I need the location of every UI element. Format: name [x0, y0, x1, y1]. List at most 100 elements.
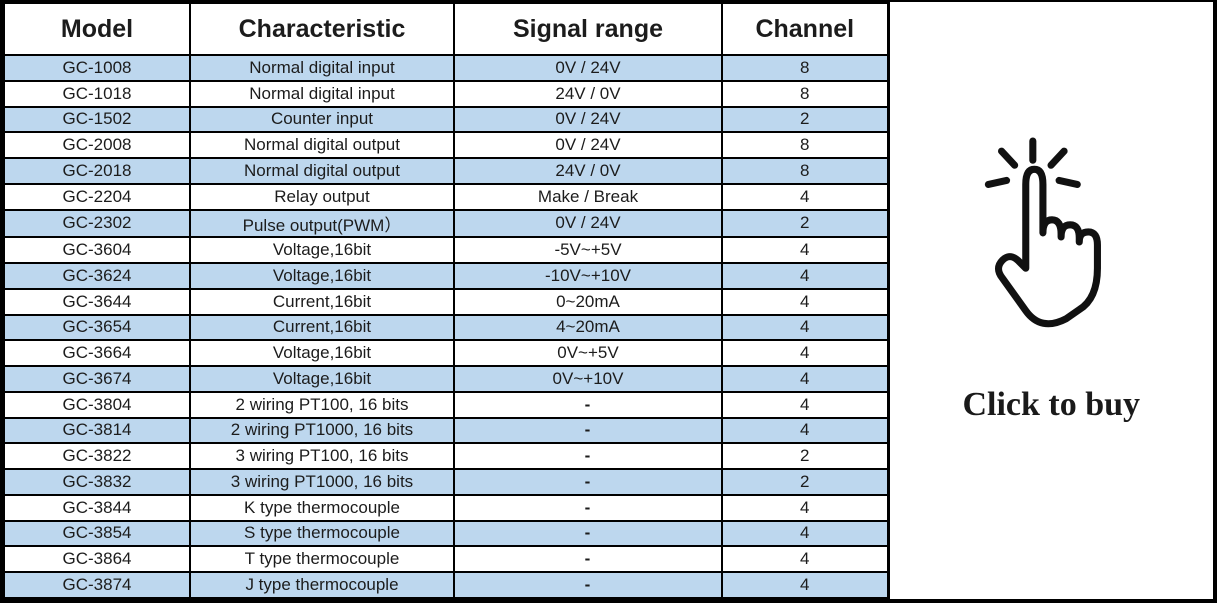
cell-characteristic: K type thermocouple — [189, 493, 455, 522]
cell-characteristic: J type thermocouple — [189, 571, 455, 599]
cell-signal-range: 0~20mA — [453, 287, 723, 316]
click-to-buy-label[interactable]: Click to buy — [962, 386, 1141, 423]
cell-model: GC-2204 — [3, 182, 191, 211]
cell-channel: 4 — [721, 339, 890, 368]
table-row: GC-2018 Normal digital output 24V / 0V 8 — [3, 157, 890, 185]
cell-model: GC-3654 — [3, 313, 191, 342]
table-row: GC-1008 Normal digital input 0V / 24V 8 — [3, 54, 890, 82]
table-row: GC-3874 J type thermocouple - 4 — [3, 571, 890, 599]
cell-characteristic: S type thermocouple — [189, 519, 455, 548]
table-row: GC-1018 Normal digital input 24V / 0V 8 — [3, 79, 890, 108]
table-header-row: Model Characteristic Signal range Channe… — [3, 2, 890, 56]
cell-model: GC-3864 — [3, 545, 191, 574]
cell-model: GC-1018 — [3, 79, 191, 108]
cell-characteristic: Voltage,16bit — [189, 339, 455, 368]
cell-signal-range: -10V~+10V — [453, 262, 723, 290]
table-row: GC-3624 Voltage,16bit -10V~+10V 4 — [3, 262, 890, 290]
buy-panel: Click to buy — [889, 2, 1213, 599]
cell-characteristic: Normal digital output — [189, 131, 455, 159]
cell-characteristic: 2 wiring PT100, 16 bits — [189, 390, 455, 419]
table-row: GC-3664 Voltage,16bit 0V~+5V 4 — [3, 339, 890, 368]
cell-model: GC-3664 — [3, 339, 191, 368]
cell-channel: 2 — [721, 208, 890, 239]
cell-characteristic: Voltage,16bit — [189, 236, 455, 265]
cell-channel: 8 — [721, 157, 890, 185]
cell-model: GC-3854 — [3, 519, 191, 548]
col-header-signal-range: Signal range — [453, 2, 723, 56]
cell-model: GC-3814 — [3, 416, 191, 445]
cell-model: GC-3644 — [3, 287, 191, 316]
cell-signal-range: - — [453, 468, 723, 496]
table-row: GC-3822 3 wiring PT100, 16 bits - 2 — [3, 442, 890, 471]
cell-signal-range: 0V / 24V — [453, 105, 723, 134]
cell-channel: 4 — [721, 365, 890, 393]
cell-model: GC-3604 — [3, 236, 191, 265]
cell-model: GC-1008 — [3, 54, 191, 82]
cell-channel: 4 — [721, 236, 890, 265]
cell-channel: 2 — [721, 468, 890, 496]
cell-channel: 4 — [721, 182, 890, 211]
cell-signal-range: - — [453, 416, 723, 445]
cell-signal-range: - — [453, 390, 723, 419]
cell-model: GC-3844 — [3, 493, 191, 522]
cell-signal-range: 24V / 0V — [453, 79, 723, 108]
cell-signal-range: 24V / 0V — [453, 157, 723, 185]
cell-signal-range: 0V / 24V — [453, 131, 723, 159]
cell-characteristic: Normal digital input — [189, 54, 455, 82]
cell-channel: 4 — [721, 571, 890, 599]
cell-channel: 4 — [721, 287, 890, 316]
cell-signal-range: 0V~+10V — [453, 365, 723, 393]
cell-model: GC-3822 — [3, 442, 191, 471]
col-header-channel: Channel — [721, 2, 890, 56]
cell-characteristic: 2 wiring PT1000, 16 bits — [189, 416, 455, 445]
cell-model: GC-2018 — [3, 157, 191, 185]
table-row: GC-2008 Normal digital output 0V / 24V 8 — [3, 131, 890, 159]
cell-signal-range: - — [453, 442, 723, 471]
cell-channel: 4 — [721, 262, 890, 290]
table-row: GC-3674 Voltage,16bit 0V~+10V 4 — [3, 365, 890, 393]
cell-signal-range: 0V / 24V — [453, 54, 723, 82]
cell-signal-range: - — [453, 545, 723, 574]
cell-model: GC-3624 — [3, 262, 191, 290]
cell-channel: 4 — [721, 545, 890, 574]
cell-characteristic: Counter input — [189, 105, 455, 134]
cell-channel: 8 — [721, 79, 890, 108]
cell-channel: 4 — [721, 390, 890, 419]
cell-model: GC-3674 — [3, 365, 191, 393]
col-header-characteristic: Characteristic — [189, 2, 455, 56]
cell-characteristic: Voltage,16bit — [189, 365, 455, 393]
cell-channel: 2 — [721, 442, 890, 471]
cell-characteristic: Normal digital input — [189, 79, 455, 108]
cell-signal-range: - — [453, 493, 723, 522]
table-row: GC-1502 Counter input 0V / 24V 2 — [3, 105, 890, 134]
cell-model: GC-3874 — [3, 571, 191, 599]
cell-signal-range: 0V / 24V — [453, 208, 723, 239]
cell-signal-range: - — [453, 519, 723, 548]
cell-signal-range: - — [453, 571, 723, 599]
cell-characteristic: Current,16bit — [189, 287, 455, 316]
cell-characteristic: Current,16bit — [189, 313, 455, 342]
cell-channel: 4 — [721, 493, 890, 522]
cell-model: GC-3832 — [3, 468, 191, 496]
spec-table-body: GC-1008 Normal digital input 0V / 24V 8 … — [3, 54, 890, 599]
cell-channel: 2 — [721, 105, 890, 134]
table-row: GC-3854 S type thermocouple - 4 — [3, 519, 890, 548]
table-row: GC-3832 3 wiring PT1000, 16 bits - 2 — [3, 468, 890, 496]
cell-model: GC-1502 — [3, 105, 191, 134]
cell-signal-range: -5V~+5V — [453, 236, 723, 265]
cell-signal-range: Make / Break — [453, 182, 723, 211]
cell-channel: 8 — [721, 54, 890, 82]
cell-signal-range: 0V~+5V — [453, 339, 723, 368]
cell-model: GC-2302 — [3, 208, 191, 239]
col-header-model: Model — [3, 2, 191, 56]
cell-characteristic: 3 wiring PT1000, 16 bits — [189, 468, 455, 496]
table-row: GC-3604 Voltage,16bit -5V~+5V 4 — [3, 236, 890, 265]
cell-characteristic: Normal digital output — [189, 157, 455, 185]
cell-characteristic: Pulse output(PWM） — [189, 208, 455, 239]
cell-characteristic: T type thermocouple — [189, 545, 455, 574]
cell-model: GC-2008 — [3, 131, 191, 159]
tap-hand-icon[interactable] — [975, 136, 1127, 348]
table-row: GC-3864 T type thermocouple - 4 — [3, 545, 890, 574]
table-row: GC-2302 Pulse output(PWM） 0V / 24V 2 — [3, 208, 890, 239]
